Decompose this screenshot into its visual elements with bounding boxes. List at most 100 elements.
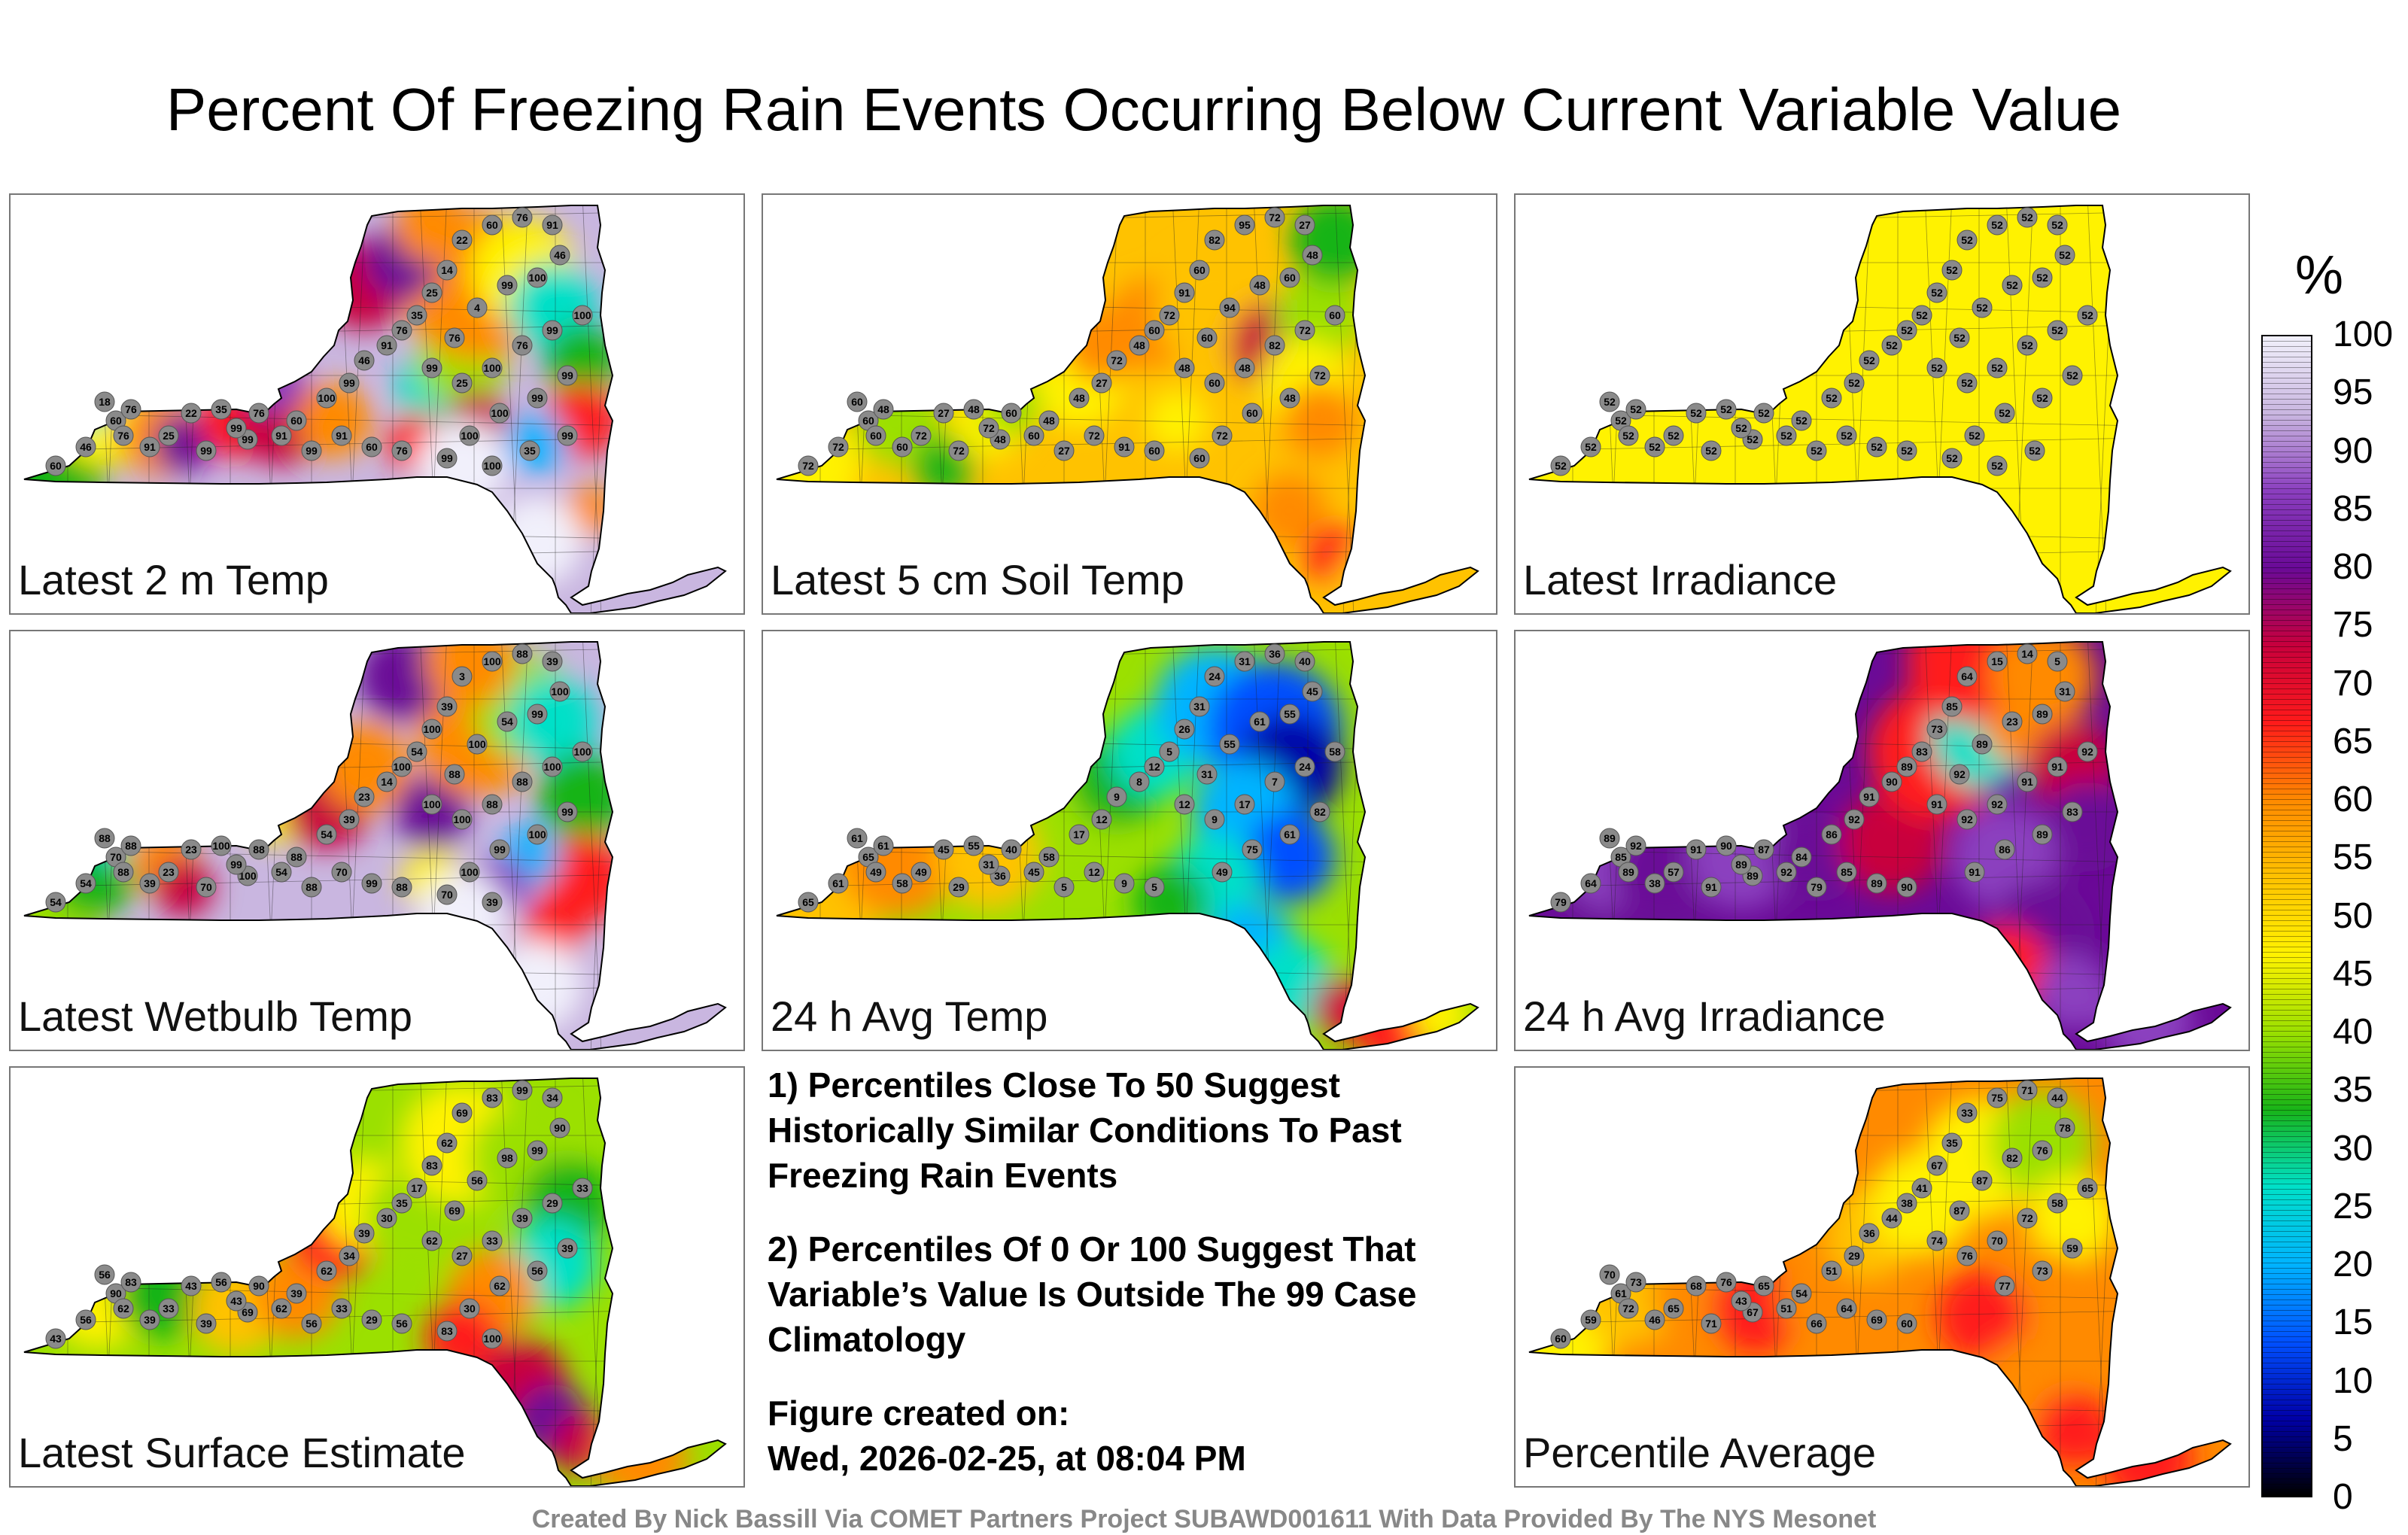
station-marker: 22 bbox=[181, 403, 202, 424]
station-marker: 60 bbox=[1023, 425, 1044, 446]
station-marker: 76 bbox=[248, 403, 269, 424]
station-value: 56 bbox=[531, 1265, 543, 1277]
station-marker: 100 bbox=[459, 862, 480, 883]
station-marker: 88 bbox=[512, 771, 533, 792]
station-value: 67 bbox=[1931, 1160, 1943, 1172]
map-field bbox=[24, 205, 725, 613]
station-value: 66 bbox=[1811, 1318, 1823, 1330]
station-marker: 52 bbox=[1941, 448, 1963, 469]
field-blob bbox=[2102, 977, 2193, 1050]
station-marker: 52 bbox=[1625, 399, 1646, 420]
station-value: 24 bbox=[1209, 670, 1221, 682]
station-value: 88 bbox=[516, 776, 528, 788]
station-marker: 99 bbox=[527, 388, 548, 409]
station-marker: 64 bbox=[1956, 666, 1978, 687]
station-marker: 76 bbox=[113, 425, 134, 446]
station-marker: 48 bbox=[1302, 245, 1323, 266]
station-marker: 91 bbox=[271, 425, 292, 446]
station-value: 12 bbox=[1148, 761, 1160, 773]
station-marker: 52 bbox=[1618, 425, 1639, 446]
station-value: 67 bbox=[1747, 1306, 1759, 1318]
station-marker: 79 bbox=[1550, 892, 1571, 913]
station-marker: 88 bbox=[94, 828, 115, 849]
station-marker: 89 bbox=[2032, 704, 2053, 725]
station-marker: 72 bbox=[1106, 350, 1127, 371]
station-marker: 89 bbox=[1599, 828, 1620, 849]
station-value: 52 bbox=[1780, 430, 1792, 442]
station-marker: 12 bbox=[1091, 809, 1112, 830]
station-marker: 52 bbox=[1791, 410, 1812, 431]
colorbar-tick: 45 bbox=[2333, 953, 2373, 994]
state-outline bbox=[23, 1078, 727, 1486]
station-marker: 100 bbox=[421, 794, 442, 815]
station-marker: 46 bbox=[354, 350, 375, 371]
station-marker: 46 bbox=[1644, 1309, 1665, 1330]
station-value: 52 bbox=[2059, 249, 2071, 261]
station-value: 65 bbox=[802, 896, 814, 908]
station-value: 45 bbox=[938, 843, 950, 856]
station-value: 90 bbox=[1901, 881, 1913, 893]
county-line bbox=[1529, 1398, 2230, 1415]
station-marker: 83 bbox=[120, 1272, 141, 1293]
station-marker: 76 bbox=[444, 327, 465, 348]
station-marker: 8 bbox=[1129, 771, 1150, 792]
station-value: 52 bbox=[1622, 430, 1634, 442]
station-value: 27 bbox=[1096, 377, 1108, 389]
panel-label: Latest Surface Estimate bbox=[18, 1429, 466, 1476]
station-value: 39 bbox=[546, 655, 558, 667]
station-marker: 56 bbox=[467, 1170, 488, 1191]
created-value: Wed, 2026-02-25, at 08:04 PM bbox=[768, 1439, 1246, 1478]
station-marker: 60 bbox=[1896, 1313, 1917, 1334]
station-marker: 100 bbox=[482, 651, 503, 672]
station-value: 60 bbox=[1148, 445, 1160, 457]
station-marker: 52 bbox=[2017, 335, 2038, 356]
county-line bbox=[1529, 205, 1546, 613]
station-marker: 41 bbox=[1911, 1178, 1932, 1199]
station-marker: 87 bbox=[1972, 1170, 1993, 1191]
station-marker: 69 bbox=[451, 1102, 473, 1123]
station-value: 14 bbox=[441, 264, 453, 276]
station-value: 83 bbox=[1916, 746, 1928, 758]
colorbar-tick: 100 bbox=[2333, 315, 2394, 354]
station-marker: 60 bbox=[1279, 267, 1300, 288]
station-marker: 90 bbox=[1896, 877, 1917, 898]
field-blob bbox=[1990, 642, 2095, 729]
station-value: 52 bbox=[2081, 309, 2093, 321]
station-value: 27 bbox=[938, 407, 950, 419]
station-marker: 52 bbox=[2047, 320, 2068, 341]
station-marker: 99 bbox=[512, 1080, 533, 1101]
station-marker: 98 bbox=[497, 1147, 518, 1169]
station-marker: 33 bbox=[1956, 1102, 1978, 1123]
colorbar-tick: 60 bbox=[2333, 780, 2373, 819]
station-value: 26 bbox=[1178, 723, 1190, 735]
station-value: 24 bbox=[1299, 761, 1311, 773]
station-marker: 70 bbox=[1599, 1264, 1620, 1285]
station-marker: 86 bbox=[1821, 824, 1842, 845]
station-value: 54 bbox=[1795, 1287, 1808, 1299]
station-marker: 72 bbox=[2017, 1208, 2038, 1229]
station-marker: 88 bbox=[512, 643, 533, 664]
station-value: 52 bbox=[1555, 460, 1567, 472]
station-value: 25 bbox=[426, 287, 438, 299]
station-marker: 52 bbox=[1836, 425, 1857, 446]
station-marker: 91 bbox=[2047, 756, 2068, 777]
station-value: 48 bbox=[877, 403, 889, 415]
station-marker: 49 bbox=[865, 862, 886, 883]
station-value: 38 bbox=[1901, 1197, 1913, 1209]
station-marker: 52 bbox=[1866, 436, 1887, 457]
station-marker: 64 bbox=[1580, 873, 1601, 894]
station-marker: 99 bbox=[557, 365, 578, 386]
station-marker: 12 bbox=[1144, 756, 1165, 777]
station-marker: 12 bbox=[1084, 862, 1105, 883]
station-marker: 22 bbox=[451, 229, 473, 251]
station-value: 89 bbox=[2036, 708, 2048, 720]
station-value: 18 bbox=[99, 396, 111, 408]
station-marker: 26 bbox=[1174, 719, 1195, 740]
station-value: 72 bbox=[915, 430, 927, 442]
station-marker: 25 bbox=[158, 425, 179, 446]
station-value: 100 bbox=[483, 460, 501, 472]
station-marker: 54 bbox=[406, 741, 427, 762]
field-blob bbox=[552, 1414, 613, 1474]
station-marker: 52 bbox=[1941, 260, 1963, 281]
